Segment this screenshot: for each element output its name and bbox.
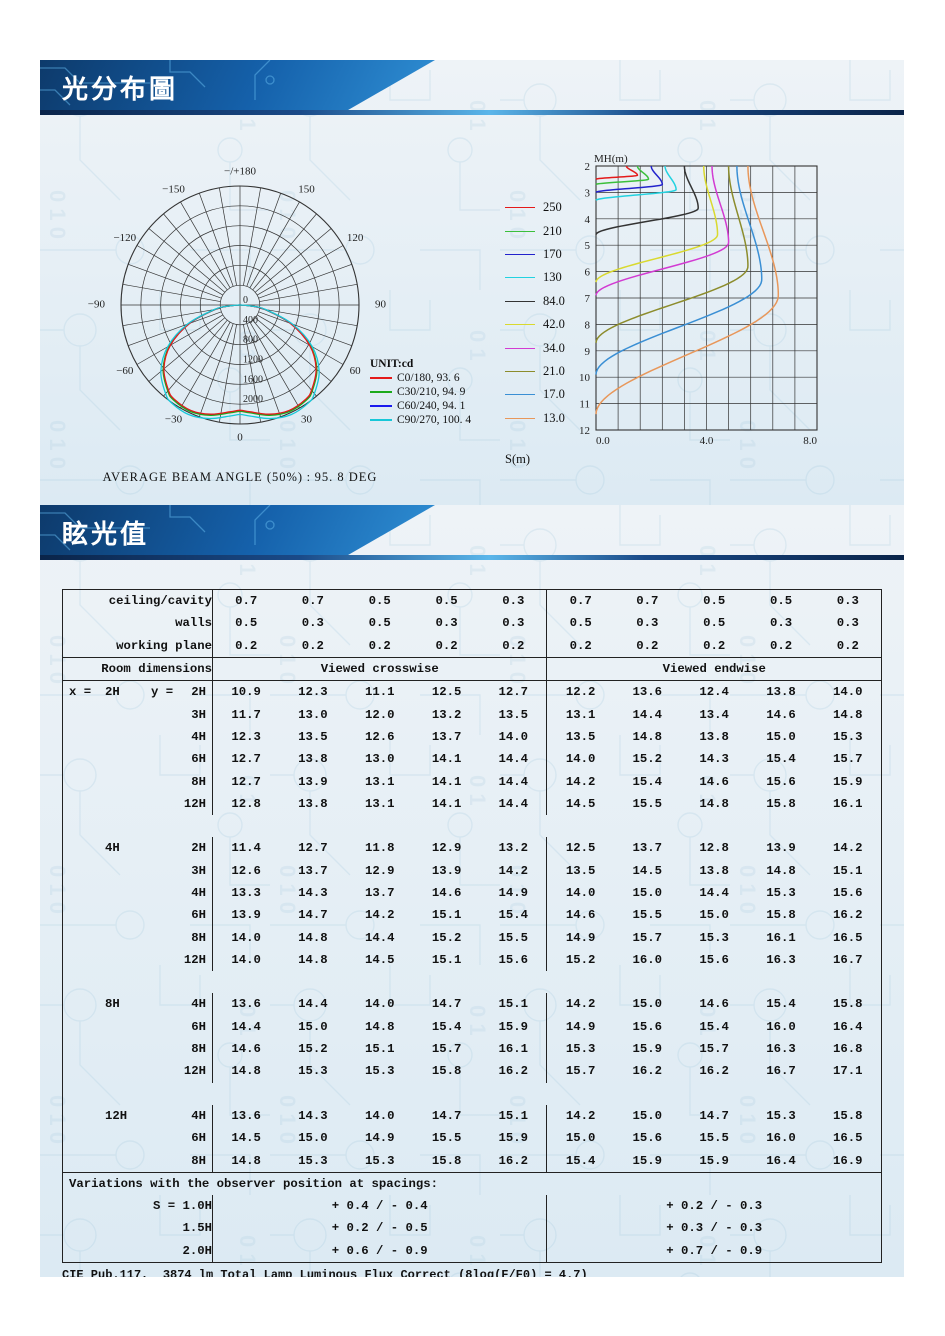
svg-text:150: 150	[298, 183, 315, 195]
svg-text:3: 3	[585, 187, 591, 199]
svg-text:2000: 2000	[243, 394, 263, 405]
svg-text:1600: 1600	[243, 374, 263, 385]
svg-text:60: 60	[350, 365, 362, 377]
svg-text:8: 8	[585, 319, 591, 331]
svg-text:4.0: 4.0	[700, 435, 714, 447]
svg-text:10: 10	[579, 372, 591, 384]
svg-text:2: 2	[585, 161, 591, 173]
svg-text:−120: −120	[113, 232, 136, 244]
svg-text:−30: −30	[165, 414, 183, 426]
svg-text:6: 6	[585, 267, 591, 279]
svg-text:4: 4	[585, 214, 591, 226]
svg-text:−150: −150	[162, 183, 185, 195]
svg-text:0: 0	[243, 295, 248, 306]
svg-text:5: 5	[585, 240, 591, 252]
svg-text:30: 30	[301, 414, 313, 426]
svg-text:11: 11	[579, 399, 590, 411]
svg-text:1200: 1200	[243, 355, 263, 366]
svg-text:9: 9	[585, 346, 591, 358]
svg-text:8.0: 8.0	[803, 435, 817, 447]
svg-text:0.0: 0.0	[596, 435, 610, 447]
svg-text:12: 12	[579, 425, 590, 437]
svg-text:800: 800	[243, 335, 258, 346]
svg-text:90: 90	[375, 299, 387, 311]
svg-text:120: 120	[347, 232, 364, 244]
svg-text:400: 400	[243, 315, 258, 326]
svg-text:7: 7	[585, 293, 591, 305]
svg-text:−90: −90	[88, 299, 106, 311]
svg-text:−/+180: −/+180	[224, 166, 256, 178]
svg-text:0: 0	[237, 432, 243, 444]
svg-text:−60: −60	[116, 365, 134, 377]
svg-text:MH(m): MH(m)	[594, 154, 628, 165]
